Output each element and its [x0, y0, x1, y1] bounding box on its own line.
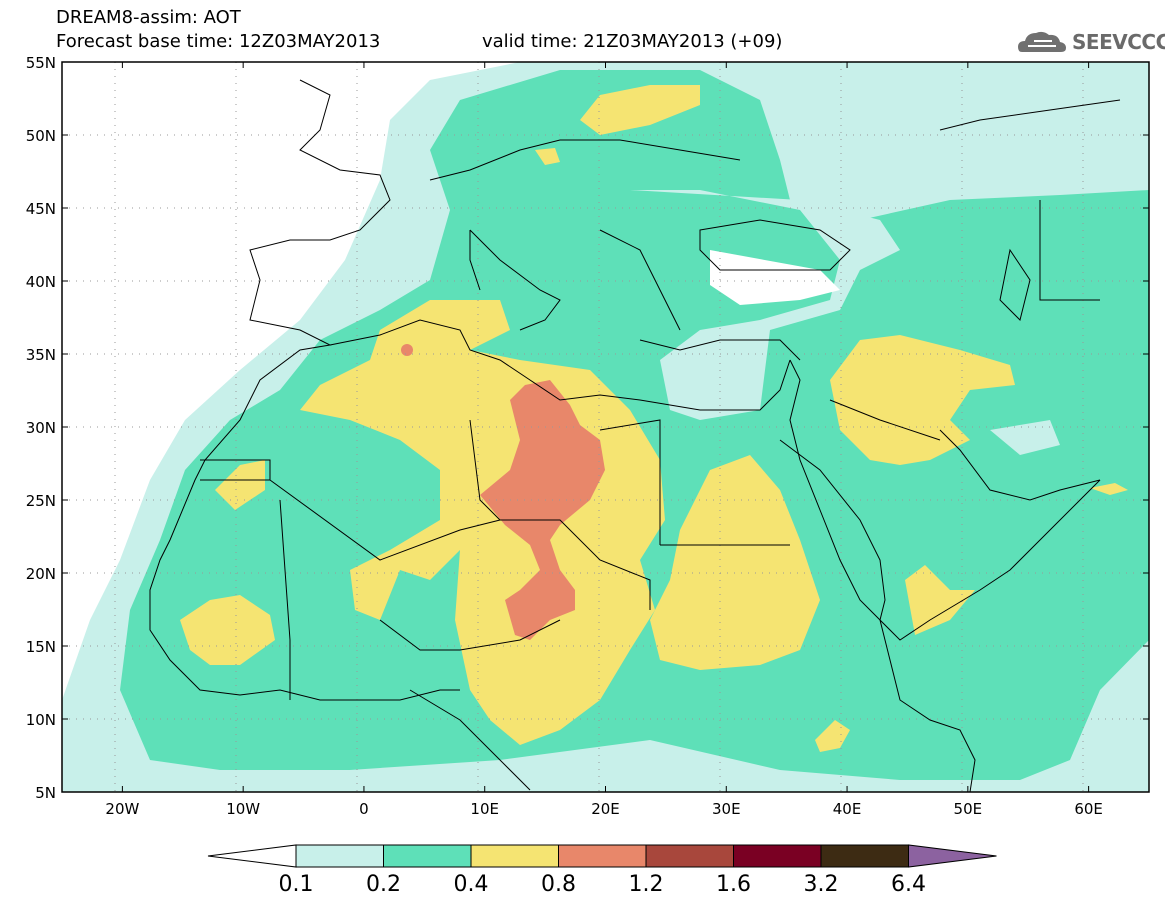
colorbar-box: [733, 844, 822, 868]
colorbar-label: 3.2: [804, 872, 839, 897]
lat-label: 50N: [26, 127, 56, 145]
lon-label: 30E: [712, 800, 741, 818]
colorbar-arrow-low: [207, 844, 297, 868]
lat-label: 15N: [26, 638, 56, 656]
lat-label: 25N: [26, 492, 56, 510]
forecast-base-time: Forecast base time: 12Z03MAY2013: [56, 31, 381, 52]
lon-label: 10E: [470, 800, 499, 818]
aot-field: [62, 62, 1149, 792]
lon-label: 20W: [105, 800, 139, 818]
colorbar-arrow-high: [908, 844, 997, 868]
colorbar-label: 0.1: [279, 872, 314, 897]
colorbar-box: [645, 844, 734, 868]
lon-label: 50E: [954, 800, 983, 818]
lon-label: 60E: [1074, 800, 1103, 818]
colorbar-label: 0.2: [366, 872, 401, 897]
lat-label: 45N: [26, 200, 56, 218]
lat-label: 40N: [26, 273, 56, 291]
colorbar-label: 0.4: [454, 872, 489, 897]
colorbar-label: 1.6: [716, 872, 751, 897]
colorbar-label: 1.2: [629, 872, 664, 897]
colorbar: 0.1 0.2 0.4 0.8 1.2 1.6 3.2 6.4: [207, 844, 997, 897]
colorbar-box: [383, 844, 472, 868]
colorbar-box: [295, 844, 384, 868]
coastlines: [149, 79, 1121, 792]
colorbar-box: [470, 844, 559, 868]
lon-label: 0: [359, 800, 369, 818]
colorbar-box: [820, 844, 909, 868]
cloud-icon: [1018, 31, 1066, 52]
colorbar-box: [558, 844, 647, 868]
lat-label: 10N: [26, 711, 56, 729]
lat-label: 20N: [26, 565, 56, 583]
colorbar-label: 6.4: [891, 872, 926, 897]
lon-label: 40E: [833, 800, 862, 818]
map-title: DREAM8-assim: AOT: [56, 7, 241, 28]
lat-label: 30N: [26, 419, 56, 437]
lat-lon-grid: [62, 62, 1149, 792]
lat-label: 55N: [26, 54, 56, 72]
aot-band-0.8: [480, 380, 605, 640]
lat-label: 5N: [35, 784, 56, 802]
valid-time: valid time: 21Z03MAY2013 (+09): [482, 31, 783, 52]
logo-text: SEEVCCC: [1072, 30, 1165, 54]
axis-labels: 55N 50N 45N 40N 35N 30N 25N 20N 15N 10N 5N 20W 10W 0 1…: [26, 54, 1149, 818]
lat-label: 35N: [26, 346, 56, 364]
lon-label: 10W: [226, 800, 260, 818]
colorbar-label: 0.8: [541, 872, 576, 897]
aot-band-0.4: [300, 300, 665, 745]
lon-label: 20E: [591, 800, 620, 818]
